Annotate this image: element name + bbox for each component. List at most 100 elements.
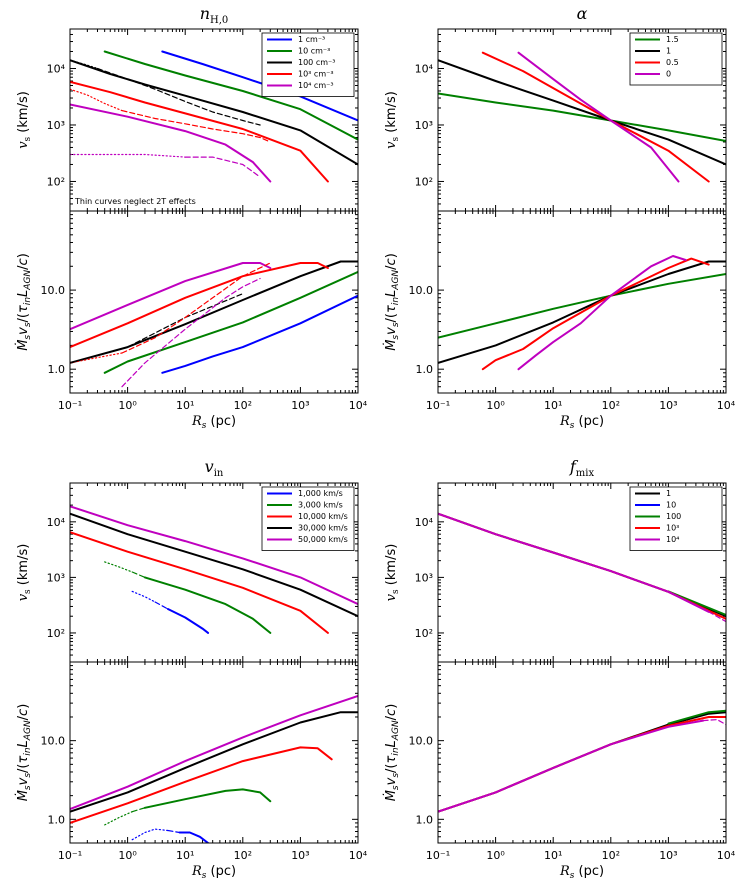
series-line-5 — [96, 67, 261, 126]
label-part: τ — [384, 305, 399, 313]
panel-title: fmix — [569, 457, 595, 479]
y-axis-label: Ṁsvs/(τinLAGN/c) — [383, 704, 401, 802]
label-part: τ — [16, 756, 31, 764]
series-line-3 — [438, 512, 710, 613]
series-line-8 — [131, 828, 169, 841]
label-part: (km/s) — [16, 544, 31, 590]
series-group — [438, 51, 726, 183]
title-main: v — [205, 457, 214, 476]
y-axis-label: Ṁsvs/(τinLAGN/c) — [383, 253, 401, 351]
legend-label: 30,000 km/s — [298, 524, 348, 533]
title-sub: in — [214, 468, 224, 479]
label-part: (pc) — [574, 864, 604, 879]
y-tick-label: 10³ — [47, 119, 65, 132]
legend: 1 cm⁻³ 10 cm⁻³ 100 cm⁻³ 10³ cm⁻³ 10⁴ cm⁻³ — [261, 32, 355, 97]
panel-title: vin — [205, 457, 224, 479]
series-line-2 — [70, 260, 358, 364]
label-part: s — [202, 421, 207, 431]
legend-label: 3,000 km/s — [298, 501, 343, 510]
title-sub: H,0 — [210, 15, 228, 26]
legend: 1,000 km/s 3,000 km/s 10,000 km/s 30,000 km… — [261, 486, 355, 551]
label-part: ) — [16, 253, 31, 258]
nH0-top-axes: 10² 10³ 10⁴ — [47, 28, 359, 212]
series-line-4 — [70, 103, 272, 183]
x-tick-label: 10¹ — [544, 399, 562, 412]
x-tick-label: 10⁴ — [717, 849, 736, 862]
x-tick-label: 10¹ — [176, 399, 194, 412]
y-axis-label: vs (km/s) — [16, 544, 33, 602]
series-line-7 — [121, 109, 271, 143]
series-line-3 — [517, 255, 687, 371]
series-line-7 — [154, 601, 169, 610]
label-part: (pc) — [574, 414, 604, 429]
label-part: v — [16, 593, 31, 601]
label-part: s — [391, 785, 401, 790]
y-tick-label: 10³ — [415, 119, 433, 132]
series-group — [70, 505, 358, 634]
label-part: c — [384, 258, 399, 265]
series-line-6 — [121, 262, 271, 354]
label-part: v — [384, 327, 399, 335]
series-line-10 — [70, 153, 186, 158]
series-line-2 — [481, 257, 710, 371]
legend-label: 10⁴ cm⁻³ — [298, 81, 334, 90]
y-axis-label: vs (km/s) — [384, 544, 401, 602]
series-group — [70, 260, 358, 388]
legend-label: 1 — [666, 47, 671, 56]
x-tick-label: 10³ — [659, 399, 677, 412]
label-part: v — [384, 593, 399, 601]
label-part: in — [391, 297, 401, 306]
series-line-1 — [70, 512, 358, 618]
axes-frame — [69, 210, 359, 394]
label-part: s — [23, 785, 33, 790]
label-part: s — [391, 136, 401, 141]
label-part: Ṁ — [383, 790, 399, 801]
axes-frame — [69, 661, 359, 844]
series-line-0 — [438, 273, 726, 339]
series-line-2 — [70, 746, 333, 824]
label-part: L — [384, 290, 399, 297]
y-tick-label: 10² — [415, 627, 433, 640]
legend-label: 10³ cm⁻³ — [298, 70, 334, 79]
legend-label: 10⁴ — [666, 535, 679, 544]
x-tick-label: 10⁻¹ — [58, 399, 82, 412]
label-part: s — [391, 335, 401, 340]
label-part: R — [559, 864, 570, 879]
x-axis-label: Rs (pc) — [191, 864, 236, 881]
panel-title: α — [577, 4, 588, 23]
label-part: AGN — [23, 720, 33, 741]
series-line-2 — [70, 531, 329, 634]
series-line-8 — [70, 352, 123, 364]
series-line-8 — [131, 590, 156, 603]
series-line-9 — [70, 354, 99, 364]
label-part: in — [23, 297, 33, 306]
label-part: ) — [384, 704, 399, 709]
label-part: AGN — [391, 270, 401, 291]
label-part: /( — [16, 313, 31, 322]
label-part: L — [16, 740, 31, 747]
y-axis-label: Ṁsvs/(τinLAGN/c) — [15, 704, 33, 802]
label-part: L — [16, 290, 31, 297]
x-tick-label: 10⁴ — [717, 399, 736, 412]
series-line-8 — [70, 88, 123, 112]
label-part: / — [16, 265, 31, 270]
series-line-2 — [481, 51, 710, 183]
label-part: ) — [384, 253, 399, 258]
series-line-2 — [70, 59, 358, 166]
series-group — [438, 255, 726, 371]
label-part: in — [391, 747, 401, 756]
nH0-bottom-axes: 1.0 10.0 10⁻¹ 10⁰ 10¹ 10² 10³ 10⁴ — [41, 210, 368, 412]
label-part: c — [16, 709, 31, 716]
label-part: / — [384, 265, 399, 270]
label-part: (km/s) — [384, 91, 399, 137]
label-part: s — [23, 773, 33, 778]
series-group — [70, 695, 358, 843]
x-tick-label: 10⁰ — [118, 849, 137, 862]
label-part: τ — [384, 756, 399, 764]
label-part: s — [23, 589, 33, 594]
x-tick-label: 10⁻¹ — [426, 849, 450, 862]
legend: 1 10 100 10³ 10⁴ — [629, 486, 723, 551]
series-line-3 — [438, 719, 705, 813]
legend-label: 0.5 — [666, 58, 679, 67]
